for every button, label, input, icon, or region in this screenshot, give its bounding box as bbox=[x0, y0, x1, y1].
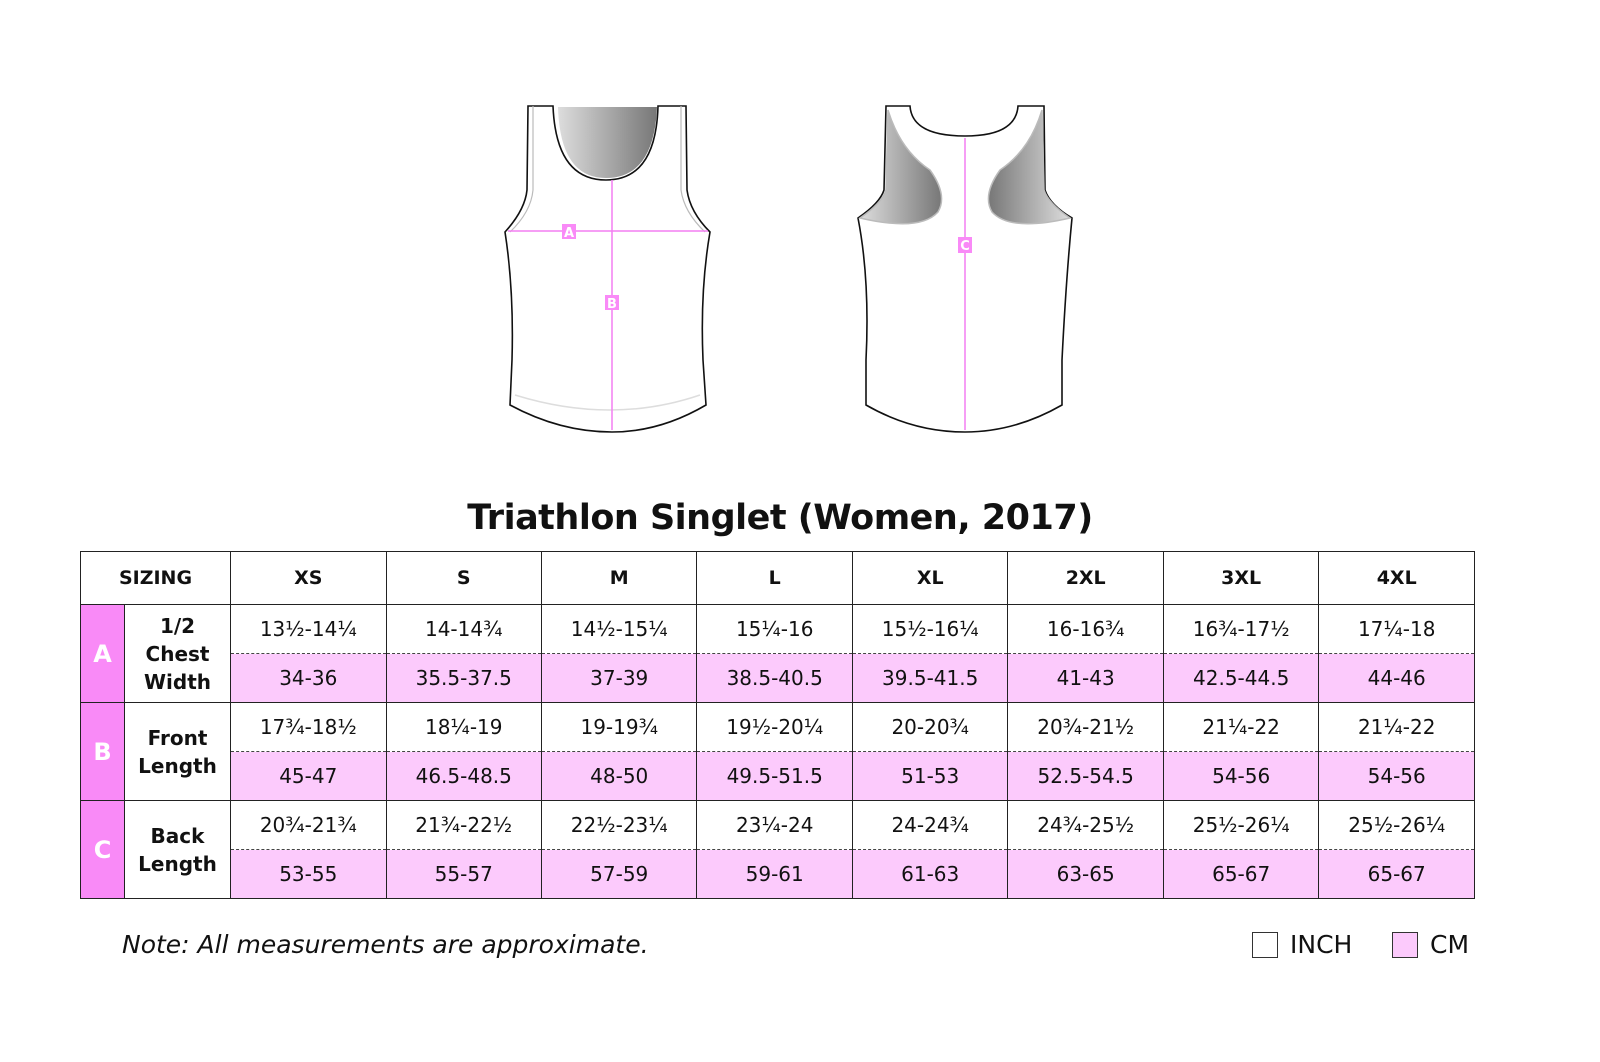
cm-cell: 57-59 bbox=[540, 849, 698, 899]
cm-cell: 65-67 bbox=[1318, 849, 1475, 899]
measure-letter: B bbox=[80, 702, 125, 801]
cm-cell: 35.5-37.5 bbox=[385, 653, 542, 703]
cm-cell: 39.5-41.5 bbox=[851, 653, 1009, 703]
measure-name-line: Length bbox=[138, 851, 217, 876]
measure-name: 1/2 Chest Width bbox=[123, 604, 232, 703]
size-header-3xl: 3XL bbox=[1162, 551, 1320, 605]
size-table: SIZING XS S M L XL 2XL 3XL 4XL A 1/2 Chest Width 13… bbox=[79, 551, 1475, 899]
size-header-4xl: 4XL bbox=[1318, 551, 1475, 605]
cm-cell: 52.5-54.5 bbox=[1007, 751, 1164, 801]
measure-label-a: A bbox=[564, 226, 574, 241]
cm-cell: 53-55 bbox=[230, 849, 387, 899]
inch-cell: 25½-26¼ bbox=[1162, 800, 1320, 850]
inch-cell: 21¼-22 bbox=[1162, 702, 1320, 752]
inch-cell: 20¾-21¾ bbox=[230, 800, 387, 850]
size-header-xl: XL bbox=[851, 551, 1009, 605]
inch-cell: 24¾-25½ bbox=[1007, 800, 1164, 850]
inch-cell: 21¾-22½ bbox=[385, 800, 542, 850]
inch-swatch bbox=[1252, 931, 1278, 958]
inch-cell: 14-14¾ bbox=[385, 604, 542, 654]
measure-name-line: Front bbox=[147, 725, 208, 750]
measure-name-line: Back bbox=[150, 823, 205, 848]
inch-cell: 20¾-21½ bbox=[1007, 702, 1164, 752]
cm-cell: 51-53 bbox=[851, 751, 1009, 801]
inch-cell: 16-16¾ bbox=[1007, 604, 1164, 654]
measure-letter: A bbox=[80, 604, 125, 703]
size-header-l: L bbox=[696, 551, 853, 605]
cm-cell: 65-67 bbox=[1162, 849, 1320, 899]
inch-cell: 21¼-22 bbox=[1318, 702, 1475, 752]
measure-label-b: B bbox=[607, 297, 617, 312]
cm-cell: 46.5-48.5 bbox=[385, 751, 542, 801]
table-row-inch: A 1/2 Chest Width 13½-14¼ 14-14¾ 14½-15¼ 15¼-16… bbox=[80, 604, 1475, 703]
inch-cell: 24-24¾ bbox=[851, 800, 1009, 850]
measure-name-line: Chest bbox=[145, 641, 210, 666]
inch-cell: 17¾-18½ bbox=[230, 702, 387, 752]
back-view-singlet: C bbox=[857, 105, 1073, 433]
table-row-inch: C Back Length 20¾-21¾ 21¾-22½ 22½-23¼ 23¼-24 24… bbox=[80, 800, 1475, 899]
inch-cell: 19½-20¼ bbox=[696, 702, 853, 752]
cm-cell: 48-50 bbox=[540, 751, 698, 801]
cm-cell: 61-63 bbox=[851, 849, 1009, 899]
inch-cell: 14½-15¼ bbox=[540, 604, 698, 654]
size-header-2xl: 2XL bbox=[1007, 551, 1164, 605]
table-row-cm: 53-55 55-57 57-59 59-61 61-63 63-65 65-67 65-67 bbox=[81, 849, 1475, 899]
size-header-m: M bbox=[540, 551, 698, 605]
inch-cell: 17¼-18 bbox=[1318, 604, 1475, 654]
garment-diagrams: A B C bbox=[504, 105, 1073, 433]
measure-name-line: 1/2 bbox=[159, 613, 196, 638]
cm-cell: 54-56 bbox=[1318, 751, 1475, 801]
sizing-header: SIZING bbox=[79, 551, 232, 605]
chart-title: Triathlon Singlet (Women, 2017) bbox=[467, 498, 1093, 538]
inch-cell: 18¼-19 bbox=[385, 702, 542, 752]
cm-cell: 63-65 bbox=[1007, 849, 1164, 899]
measure-name-line: Length bbox=[138, 753, 217, 778]
size-header-xs: XS bbox=[230, 551, 387, 605]
note-text: Note: All measurements are approximate. bbox=[122, 930, 649, 959]
inch-cell: 15¼-16 bbox=[696, 604, 853, 654]
cm-cell: 55-57 bbox=[385, 849, 542, 899]
inch-cell: 25½-26¼ bbox=[1318, 800, 1475, 850]
cm-cell: 59-61 bbox=[696, 849, 853, 899]
measure-name-line: Width bbox=[143, 669, 212, 694]
size-header-s: S bbox=[385, 551, 542, 605]
measure-name: Front Length bbox=[123, 702, 232, 801]
cm-cell: 49.5-51.5 bbox=[696, 751, 853, 801]
legend-inch: INCH bbox=[1252, 930, 1352, 959]
legend-cm: CM bbox=[1392, 930, 1469, 959]
table-row-cm: 45-47 46.5-48.5 48-50 49.5-51.5 51-53 52.5-54… bbox=[81, 751, 1475, 801]
measure-label-c: C bbox=[960, 239, 970, 254]
legend-inch-label: INCH bbox=[1290, 930, 1353, 959]
cm-cell: 44-46 bbox=[1318, 653, 1475, 703]
front-view-singlet: A B bbox=[504, 105, 711, 433]
header-row: SIZING XS S M L XL 2XL 3XL 4XL bbox=[79, 551, 1475, 605]
inch-cell: 13½-14¼ bbox=[230, 604, 387, 654]
inch-cell: 23¼-24 bbox=[696, 800, 853, 850]
table-row-inch: B Front Length 17¾-18½ 18¼-19 19-19¾ 19½-20¼ 20… bbox=[80, 702, 1475, 801]
cm-cell: 34-36 bbox=[230, 653, 387, 703]
cm-cell: 41-43 bbox=[1007, 653, 1164, 703]
measure-name: Back Length bbox=[123, 800, 232, 899]
legend-cm-label: CM bbox=[1430, 930, 1470, 959]
cm-cell: 45-47 bbox=[230, 751, 387, 801]
measure-letter: C bbox=[80, 800, 125, 899]
inch-cell: 19-19¾ bbox=[540, 702, 698, 752]
cm-cell: 38.5-40.5 bbox=[696, 653, 853, 703]
cm-cell: 37-39 bbox=[540, 653, 698, 703]
inch-cell: 16¾-17½ bbox=[1162, 604, 1320, 654]
table-row-cm: 34-36 35.5-37.5 37-39 38.5-40.5 39.5-41.5 41-… bbox=[81, 653, 1475, 703]
inch-cell: 15½-16¼ bbox=[851, 604, 1009, 654]
inch-cell: 20-20¾ bbox=[851, 702, 1009, 752]
cm-cell: 54-56 bbox=[1162, 751, 1320, 801]
cm-swatch bbox=[1392, 931, 1418, 958]
cm-cell: 42.5-44.5 bbox=[1162, 653, 1320, 703]
inch-cell: 22½-23¼ bbox=[540, 800, 698, 850]
